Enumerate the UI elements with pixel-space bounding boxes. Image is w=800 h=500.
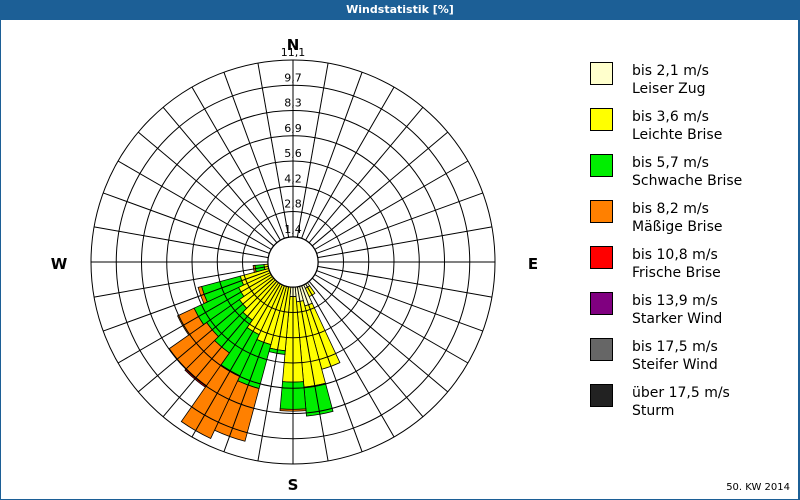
compass-n: N [287,36,300,54]
compass-s: S [288,476,299,494]
compass-e: E [528,255,538,273]
legend-label: bis 10,8 m/s Frische Brise [632,247,721,281]
grid-spoke [223,72,285,239]
ring-label: 8,3 [284,97,302,110]
grid-spoke [308,280,424,418]
grid-spoke [305,86,395,241]
grid-spoke [311,131,449,247]
grid-spoke [93,226,269,259]
ring-label: 9,7 [284,71,302,84]
grid-spoke [162,106,278,244]
legend-label: über 17,5 m/s Sturm [632,385,730,419]
grid-spoke [296,62,329,238]
grid-spoke [223,285,285,452]
grid-spoke [191,86,281,241]
ring-label: 1,4 [284,223,302,236]
wind-sector [180,364,241,440]
legend-label: bis 17,5 m/s Steifer Wind [632,339,718,373]
grid-spoke [137,277,275,393]
ring-label: 6,9 [284,122,302,135]
legend-label: bis 5,7 m/s Schwache Brise [632,155,743,189]
legend-label: bis 13,9 m/s Starker Wind [632,293,723,327]
legend-swatch [590,108,613,131]
compass-w: W [51,255,68,273]
legend-label: bis 2,1 m/s Leiser Zug [632,63,709,97]
grid-spoke [191,283,281,438]
legend-swatch [590,154,613,177]
legend-swatch [590,292,613,315]
grid-spoke [257,62,290,238]
legend-label: bis 8,2 m/s Mäßige Brise [632,201,723,235]
grid-spoke [316,192,483,254]
chart-title: Windstatistik [%] [0,0,800,20]
grid-spoke [317,226,493,259]
grid-spoke [314,274,469,364]
grid-spoke [301,72,363,239]
legend-label: bis 3,6 m/s Leichte Brise [632,109,723,143]
legend-swatch [590,200,613,223]
legend-swatch [590,384,613,407]
legend-swatch [590,62,613,85]
chart-panel: 1,4 2,8 4,2 5,6 6,9 8,3 9,7 11,1 N S E W bis 2,1 m/… [1,20,798,499]
grid-spoke [317,265,493,298]
grid-spoke [103,270,270,332]
grid-spoke [314,160,469,250]
grid-spoke [117,274,272,364]
ring-label: 5,6 [284,147,302,160]
ring-label: 11,1 [281,46,306,59]
grid-spoke [257,286,290,462]
grid-spoke [162,280,278,418]
grid-spoke [296,286,329,462]
grid-spoke [93,265,269,298]
grid-spoke [308,106,424,244]
grid-spoke [316,270,483,332]
grid-spoke [103,192,270,254]
week-label: 50. KW 2014 [726,482,790,493]
legend-swatch [590,338,613,361]
grid-spoke [137,131,275,247]
grid-spoke [311,277,449,393]
grid-spoke [117,160,272,250]
wind-sector [303,382,334,417]
wind-rose: 1,4 2,8 4,2 5,6 6,9 8,3 9,7 11,1N S E W [51,36,538,494]
legend-swatch [590,246,613,269]
grid-spoke [301,285,363,452]
ring-label: 4,2 [284,172,302,185]
grid-spoke [305,283,395,438]
ring-label: 2,8 [284,198,302,211]
